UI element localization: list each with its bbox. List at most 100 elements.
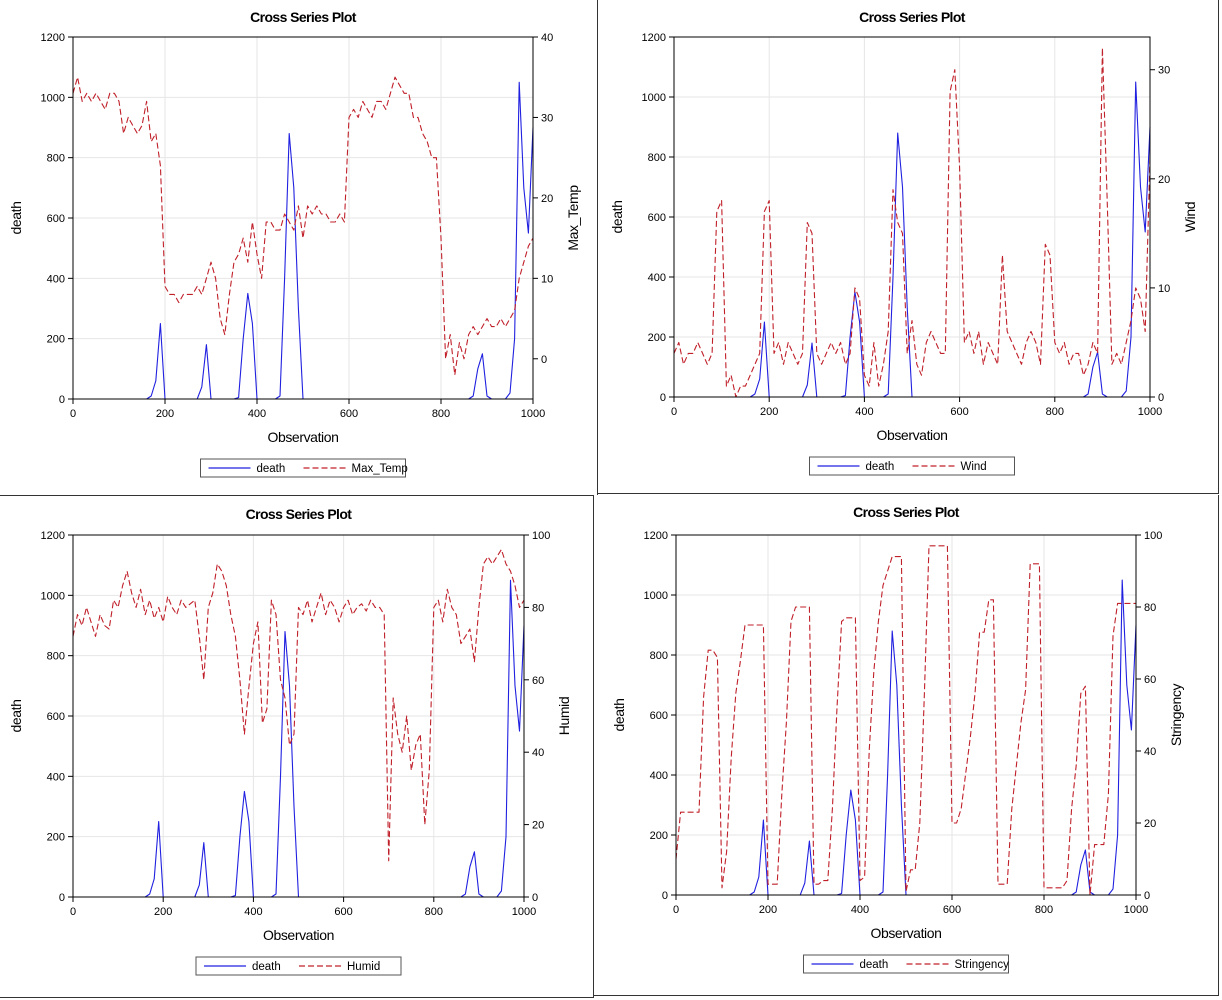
x-tick-label: 200 [154,906,172,918]
y-tick-label: 800 [648,152,666,164]
y2-tick-label: 60 [1144,674,1156,686]
series-line-max-temp [72,76,534,376]
x-tick-label: 600 [943,904,961,916]
y-tick-label: 200 [650,830,668,842]
x-tick-label: 1000 [1138,406,1162,418]
y-tick-label: 0 [660,392,666,404]
y-tick-label: 200 [47,334,65,346]
series-line-stringency [675,545,1136,896]
x-tick-label: 600 [950,406,968,418]
x-tick-label: 200 [760,406,778,418]
y-tick-label: 1000 [644,590,668,602]
chart-panel-wind: Cross Series Plot 0 200 400 600 800 1000 0 200 40… [597,0,1219,494]
x-tick-label: 400 [244,906,262,918]
y-tick-label: 600 [648,212,666,224]
y-tick-label: 0 [59,892,65,904]
series-line-death [73,579,525,898]
grid [673,36,1151,398]
chart-svg: Cross Series Plot 0 200 400 600 800 1000 0 200 40… [8,506,572,976]
y2-tick-label: 40 [532,747,544,759]
y2-axis-label: Wind [1182,202,1198,232]
y2-tick-label: 40 [1144,746,1156,758]
y2-tick-label: 100 [1144,530,1162,542]
x-axis-label: Observation [263,927,334,943]
y-tick-label: 1000 [642,92,666,104]
y2-tick-label: 0 [1158,392,1164,404]
y-tick-label: 600 [47,711,65,723]
chart-panel-stringency: Cross Series Plot 0 200 400 600 800 1000 0 200 40… [593,495,1219,996]
legend-label-death: death [866,461,895,473]
y2-tick-label: 20 [541,193,553,205]
y2-tick-label: 20 [532,820,544,832]
y-tick-label: 800 [47,651,65,663]
legend: death Wind [809,456,1015,476]
y-tick-label: 400 [650,770,668,782]
x-tick-label: 1000 [1124,904,1148,916]
y-tick-label: 400 [47,771,65,783]
chart-title: Cross Series Plot [859,9,966,25]
x-axis-label: Observation [267,429,338,445]
x-tick-label: 600 [340,408,358,420]
y-axis-label: death [609,200,625,233]
chart-panel-humid: Cross Series Plot 0 200 400 600 800 1000 0 200 40… [0,497,594,998]
y2-axis-label: Humid [556,697,572,735]
series-line-wind [673,47,1151,398]
legend-box [195,956,402,976]
y2-tick-label: 30 [541,112,553,124]
x-tick-label: 0 [70,408,76,420]
y2-tick-label: 0 [1144,890,1150,902]
chart-title: Cross Series Plot [853,504,960,520]
y2-axis-label: Stringency [1168,684,1184,747]
x-tick-label: 400 [851,904,869,916]
x-tick-label: 800 [432,408,450,420]
y-tick-label: 600 [650,710,668,722]
legend-label-death: death [860,959,889,971]
y-tick-label: 0 [59,394,65,406]
y-tick-label: 1200 [41,530,65,542]
y2-tick-label: 30 [1158,65,1170,77]
y-tick-label: 200 [648,332,666,344]
x-axis-label: Observation [876,427,947,443]
x-tick-label: 400 [248,408,266,420]
y-axis-label: death [8,699,24,732]
grid [72,36,534,400]
x-tick-label: 1000 [521,408,545,420]
legend-box [200,458,406,478]
x-tick-label: 800 [425,906,443,918]
legend-label-wind: Wind [961,461,987,473]
chart-title: Cross Series Plot [250,9,357,25]
x-tick-label: 1000 [512,906,536,918]
y2-tick-label: 40 [541,32,553,44]
legend: death Humid [195,956,402,976]
y2-tick-label: 20 [1144,818,1156,830]
legend-label-death: death [252,961,281,973]
x-tick-label: 800 [1035,904,1053,916]
legend-label-death: death [257,463,286,475]
grid [675,534,1137,896]
series-line-humid [72,548,525,862]
y-tick-label: 1200 [41,32,65,44]
y-tick-label: 1200 [644,530,668,542]
y-tick-label: 200 [47,832,65,844]
y2-tick-label: 80 [532,602,544,614]
legend-box [803,954,1009,974]
y2-axis-label: Max_Temp [565,185,581,251]
x-tick-label: 200 [156,408,174,420]
y-tick-label: 400 [47,273,65,285]
y2-tick-label: 0 [541,354,547,366]
series-line-death [73,81,534,400]
chart-title: Cross Series Plot [246,506,353,522]
legend: death Stringency [803,954,1009,974]
x-axis-label: Observation [870,925,941,941]
y-tick-label: 0 [662,890,668,902]
y-tick-label: 400 [648,272,666,284]
y2-tick-label: 0 [532,892,538,904]
y-tick-label: 1000 [41,92,65,104]
x-tick-label: 400 [855,406,873,418]
y-tick-label: 600 [47,213,65,225]
x-tick-label: 0 [673,904,679,916]
legend-label-max-temp: Max_Temp [352,463,408,475]
y2-tick-label: 20 [1158,174,1170,186]
